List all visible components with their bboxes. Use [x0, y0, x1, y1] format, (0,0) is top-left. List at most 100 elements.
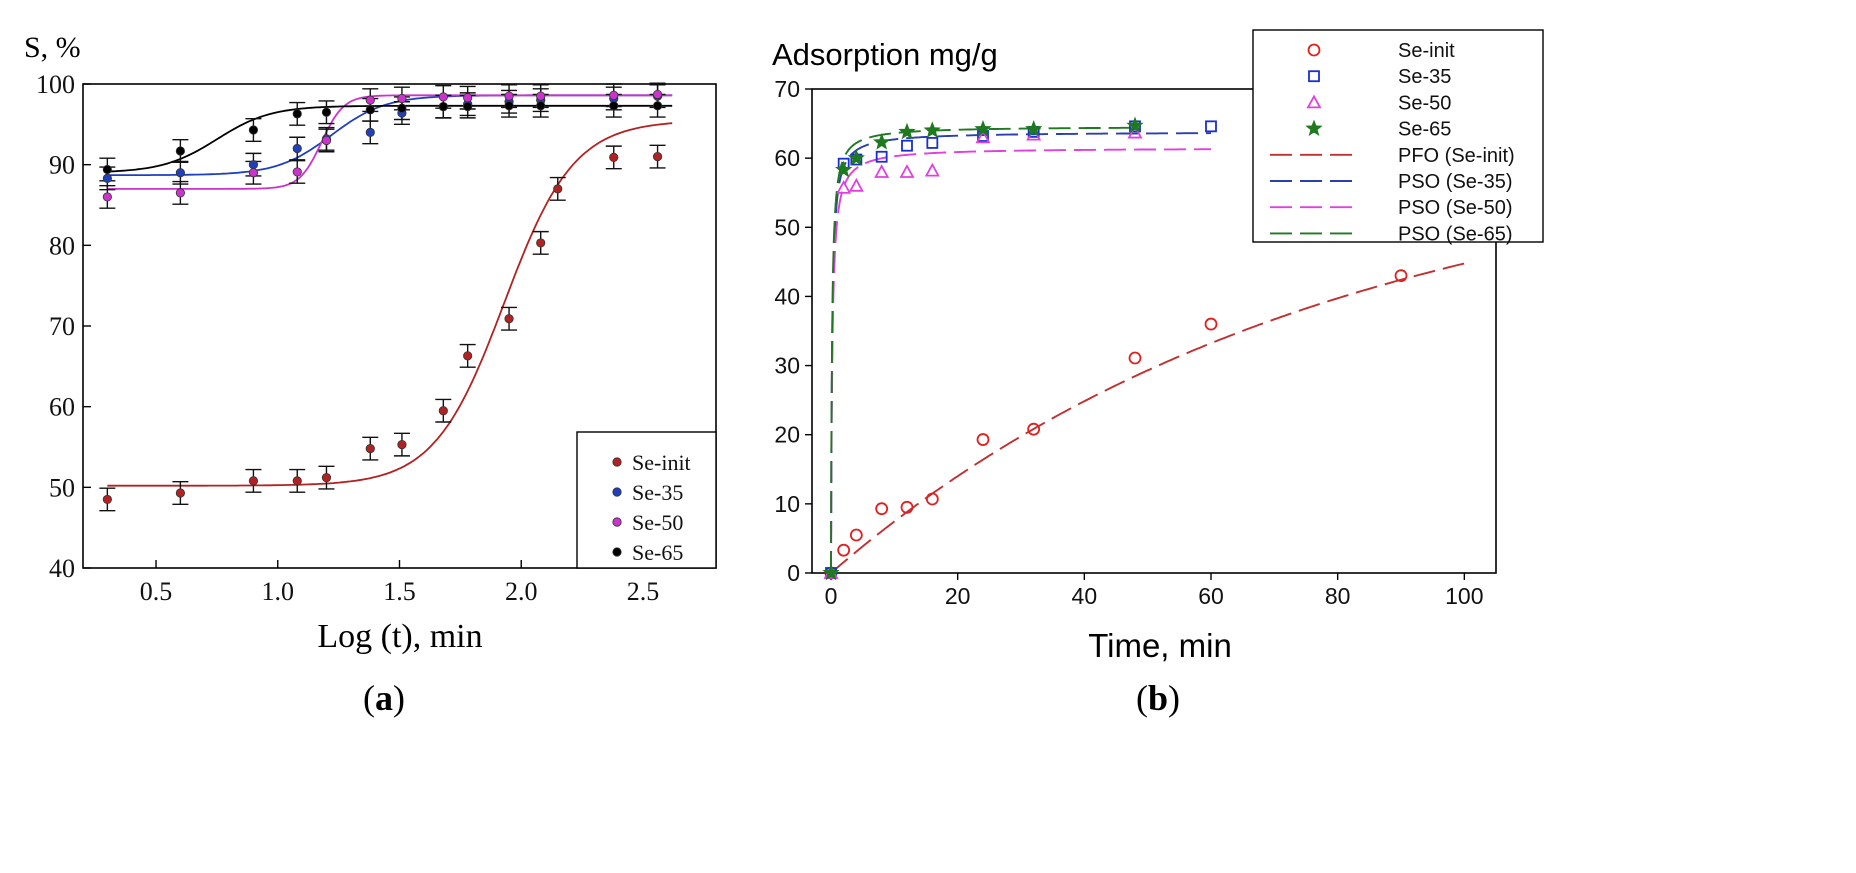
panel-a-ytick-label: 90: [49, 151, 75, 180]
panel-a-point-se-65: [321, 107, 332, 117]
panel-a-fit-curves: [107, 94, 673, 487]
panel-b-data-points: [822, 116, 1408, 581]
panel-b-caption: (b): [1136, 678, 1180, 718]
panel-a-point-se-65: [365, 105, 375, 115]
panel-b-xlabel: Time, min: [1088, 627, 1232, 664]
panel-a-ytick-label: 50: [49, 473, 75, 502]
panel-a-point-se-init: [248, 476, 259, 486]
panel-b-ytick-label: 50: [774, 214, 800, 240]
panel-a-data-points: [102, 89, 663, 505]
panel-a-ytick-label: 40: [49, 554, 75, 583]
panel-b-point-se-35: [901, 139, 913, 152]
panel-b-point-se-50: [975, 129, 991, 144]
panel-a-legend-label: Se-35: [632, 480, 683, 505]
panel-b-legend-label: Se-65: [1398, 119, 1451, 141]
panel-b-point-se-65: [873, 133, 891, 150]
panel-a-point-se-65: [438, 101, 448, 112]
panel-b-xtick-label: 100: [1445, 583, 1483, 609]
panel-b-point-se-65: [923, 121, 941, 138]
panel-a-xtick-label: 0.5: [140, 577, 173, 606]
panel-b-point-se-50: [848, 177, 864, 192]
panel-a-point-se-50: [175, 188, 185, 198]
panel-a-point-se-init: [102, 494, 112, 505]
panel-b-legend-label: Se-init: [1398, 40, 1455, 62]
panel-a-fit-se-50: [107, 94, 673, 190]
panel-b-point-se-35: [1205, 120, 1217, 133]
panel-a-point-se-65: [397, 103, 407, 113]
panel-b-point-se-65: [898, 122, 916, 140]
panel-b-ytick-label: 40: [774, 283, 800, 309]
panel-a-fit-se-65: [107, 104, 673, 173]
panel-b-legend-marker: [1305, 119, 1323, 137]
panel-a-point-se-65: [463, 101, 473, 112]
panel-b-legend-marker: [1306, 94, 1322, 109]
panel-b-legend-label: PFO (Se-init): [1398, 145, 1515, 167]
panel-a-point-se-50: [609, 90, 619, 100]
panel-a-caption: (a): [363, 678, 405, 718]
panel-a-legend-label: Se-65: [632, 540, 683, 565]
panel-a-point-se-50: [248, 168, 259, 178]
panel-a-point-se-init: [652, 152, 663, 162]
panel-b-point-se-65: [1126, 116, 1144, 134]
panel-a-legend-marker: [612, 457, 622, 467]
panel-a-ytick-label: 70: [49, 312, 75, 341]
panel-a-point-se-65: [504, 101, 514, 111]
panel-a-legend-marker: [612, 517, 622, 527]
panel-a-point-se-35: [292, 143, 302, 154]
panel-a-point-se-50: [463, 93, 473, 103]
panel-a-point-se-50: [321, 135, 332, 146]
panel-b-point-se-50: [899, 164, 915, 178]
panel-a-point-se-init: [438, 406, 448, 416]
panel-b-ytick-label: 20: [774, 422, 800, 448]
panel-a-point-se-init: [365, 444, 375, 454]
panel-b-point-se-65: [974, 119, 992, 137]
panel-a-point-se-50: [536, 91, 546, 101]
panel-b-ytick-label: 30: [774, 353, 800, 379]
panel-b-fit-pfo-se-init: [830, 262, 1465, 574]
panel-a-xtick-label: 1.0: [262, 577, 295, 606]
panel-a-point-se-init: [536, 238, 546, 248]
panel-b-point-se-50: [836, 179, 852, 194]
panel-a-point-se-50: [102, 192, 112, 202]
panel-a-legend: Se-init Se-35 Se-50 Se-65: [576, 431, 717, 569]
panel-a-point-se-65: [652, 101, 663, 111]
panel-b-xtick-label: 40: [1072, 583, 1098, 609]
panel-a-point-se-65: [175, 146, 185, 156]
panel-a-point-se-65: [248, 125, 259, 135]
panel-a-ytick-label: 80: [49, 231, 75, 260]
panel-b-point-se-65: [835, 160, 853, 178]
panel-a-ytick-label: 100: [36, 70, 75, 99]
panel-b-point-se-65: [1025, 119, 1043, 137]
panel-a-xtick-label: 2.5: [627, 577, 660, 606]
panel-b-point-se-50: [1127, 124, 1143, 139]
panel-a-fit-se-init: [107, 122, 673, 487]
panel-b-legend-label: Se-50: [1398, 92, 1451, 114]
panel-a-point-se-65: [536, 101, 546, 111]
panel-a-point-se-init: [504, 314, 514, 324]
panel-b-ytick-label: 10: [774, 491, 800, 517]
panel-a-point-se-50: [365, 95, 375, 105]
panel-a-xtick-label: 1.5: [383, 577, 416, 606]
panel-b-point-se-65: [847, 148, 865, 166]
panel-b-plot-frame: [811, 88, 1497, 574]
panel-b-legend-marker: [1307, 43, 1321, 57]
panel-a-ylabel: S, %: [24, 31, 81, 64]
panel-b-legend-label: Se-35: [1398, 66, 1451, 88]
panel-b-legend-items: Se-init Se-35 Se-50 Se-65 PFO (Se-init) PSO (…: [1270, 40, 1515, 245]
panel-a-point-se-65: [609, 101, 619, 111]
panel-a-point-se-50: [652, 89, 663, 100]
panel-a-point-se-65: [102, 164, 112, 175]
panel-a-point-se-init: [463, 351, 473, 361]
panel-a-legend-marker: [612, 547, 622, 557]
panel-b-fit-pso-se-35: [830, 132, 1212, 573]
panel-b-point-se-35: [875, 150, 888, 163]
panel-a-legend-label: Se-50: [632, 510, 683, 535]
panel-a-point-se-init: [321, 473, 332, 483]
panel-a-point-se-35: [365, 127, 375, 137]
panel-b-point-se-init: [1027, 422, 1041, 436]
panel-b-legend-label: PSO (Se-50): [1398, 197, 1512, 219]
panel-b-point-se-50: [924, 162, 940, 177]
panel-a-point-se-50: [438, 92, 448, 102]
panel-b-xtick-label: 20: [945, 583, 971, 609]
